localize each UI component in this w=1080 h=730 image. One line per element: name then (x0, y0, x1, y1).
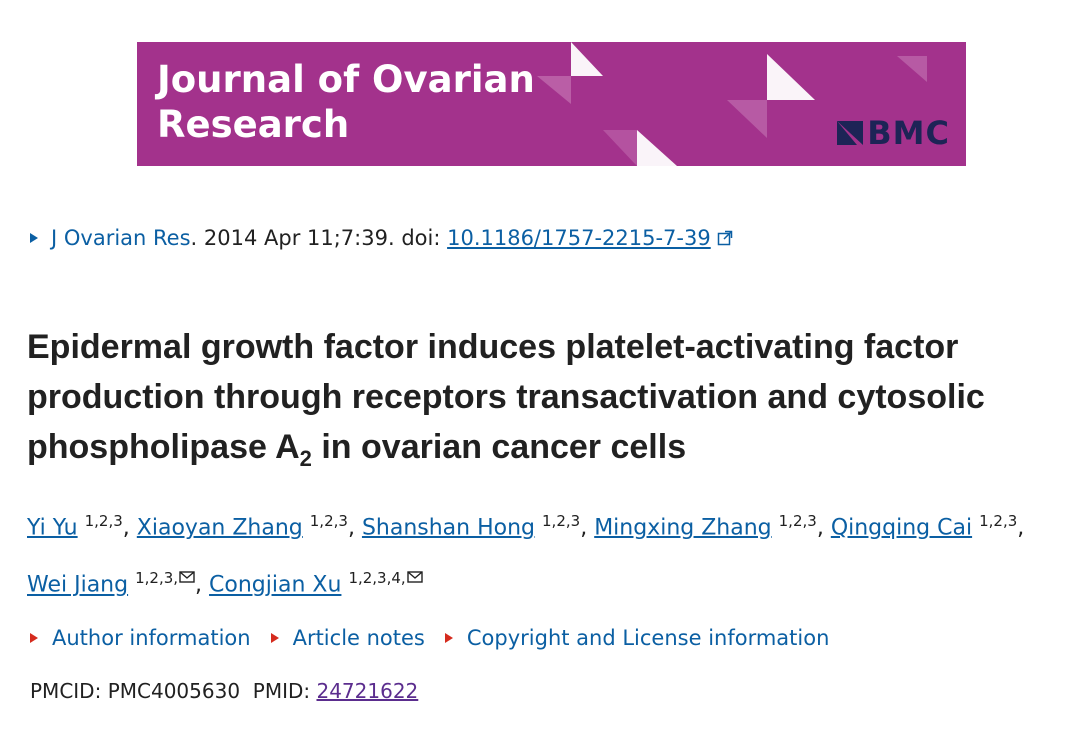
mail-icon[interactable] (179, 571, 195, 584)
citation-separator: . (190, 226, 204, 250)
copyright-toggle[interactable]: Copyright and License information (444, 626, 830, 650)
author-affiliation: 1,2,3,4, (348, 569, 406, 588)
author-separator: , (347, 515, 362, 541)
external-link-icon[interactable] (717, 230, 733, 246)
author-separator: , (1017, 515, 1032, 541)
expand-triangle-icon[interactable] (444, 633, 453, 643)
author-affiliation: 1,2,3, (135, 569, 179, 588)
author-affiliation: 1,2,3 (309, 512, 348, 530)
author-information-link[interactable]: Author information (52, 626, 251, 650)
journal-name-line2: Research (157, 103, 350, 146)
author-affiliation: 1,2,3 (84, 512, 123, 530)
journal-name-line1: Journal of Ovarian (157, 58, 535, 101)
expand-triangle-icon[interactable] (30, 233, 38, 243)
article-title: Epidermal growth factor induces platelet… (27, 322, 1057, 484)
author-link[interactable]: Xiaoyan Zhang (136, 515, 303, 541)
banner-decoration (537, 42, 927, 166)
author-information-toggle[interactable]: Author information (30, 626, 251, 650)
article-title-end: in ovarian cancer cells (311, 428, 687, 466)
author-separator: , (816, 515, 831, 541)
article-identifiers: PMCID: PMC4005630 PMID: 24721622 (30, 679, 418, 703)
author-link[interactable]: Wei Jiang (27, 572, 129, 598)
journal-link[interactable]: J Ovarian Res (51, 226, 191, 250)
author-separator: , (580, 515, 595, 541)
author-link[interactable]: Congjian Xu (209, 572, 342, 598)
copyright-link[interactable]: Copyright and License information (466, 626, 830, 650)
author-list: Yi Yu 1,2,3, Xiaoyan Zhang 1,2,3, Shansh… (27, 496, 1067, 611)
article-notes-row: Author information Article notes Copyrig… (30, 626, 849, 650)
bmc-logo-text: BMC (867, 114, 950, 152)
author-affiliation: 1,2,3 (542, 512, 581, 530)
author-affiliation: 1,2,3 (979, 512, 1018, 530)
journal-banner[interactable]: Journal of Ovarian Research BMC (137, 42, 966, 166)
citation-line: J Ovarian Res . 2014 Apr 11;7:39. doi: 1… (30, 226, 733, 250)
pmcid-label: PMCID: (30, 679, 108, 703)
author-separator: , (195, 572, 210, 598)
doi-link[interactable]: 10.1186/1757-2215-7-39 (447, 226, 711, 250)
pmid-label: PMID: (252, 679, 317, 703)
author-link[interactable]: Mingxing Zhang (594, 515, 772, 541)
author-separator: , (122, 515, 137, 541)
citation-date-volume: 2014 Apr 11;7:39. doi: (203, 226, 448, 250)
expand-triangle-icon[interactable] (270, 633, 279, 643)
article-title-main: Epidermal growth factor induces platelet… (27, 328, 985, 466)
article-title-subscript: 2 (299, 445, 312, 471)
author-link[interactable]: Yi Yu (27, 515, 78, 541)
mail-icon[interactable] (406, 571, 423, 584)
expand-triangle-icon[interactable] (30, 633, 38, 643)
pmid-link[interactable]: 24721622 (316, 679, 419, 703)
bmc-mark-icon (837, 121, 864, 145)
author-affiliation: 1,2,3 (778, 512, 817, 530)
article-notes-link[interactable]: Article notes (292, 626, 425, 650)
article-notes-toggle[interactable]: Article notes (270, 626, 425, 650)
bmc-logo: BMC (837, 114, 950, 152)
author-link[interactable]: Shanshan Hong (361, 515, 536, 541)
pmcid-value: PMC4005630 (107, 679, 241, 703)
author-link[interactable]: Qingqing Cai (830, 515, 973, 541)
